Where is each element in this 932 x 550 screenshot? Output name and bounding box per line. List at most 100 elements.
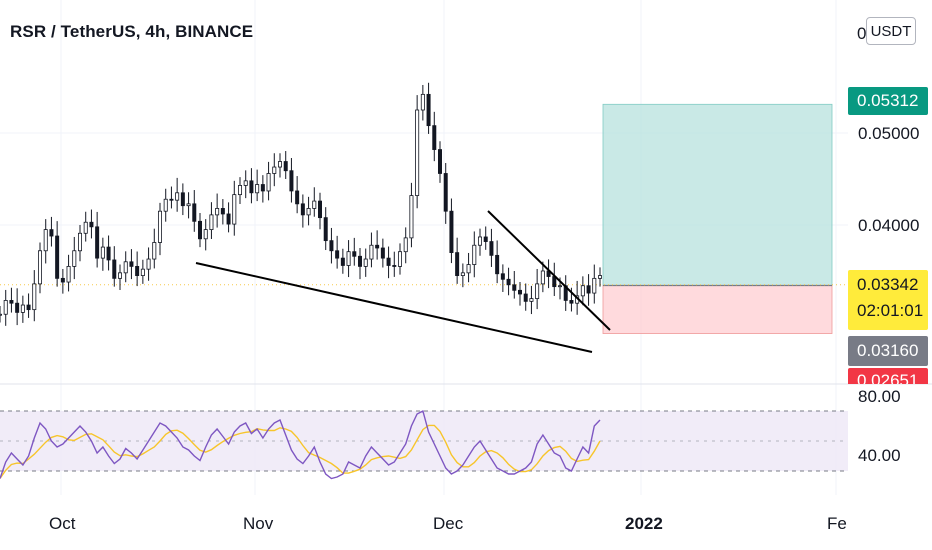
candle-body	[66, 265, 71, 283]
candle-body	[186, 203, 191, 207]
candle-body	[357, 255, 362, 267]
candle-body	[392, 265, 397, 267]
currency-button[interactable]: USDT	[866, 17, 916, 45]
candle-body	[443, 173, 448, 212]
price-tick: 0.04000	[858, 216, 920, 235]
price-axis-top-label: 0	[857, 24, 867, 43]
candle-body	[449, 210, 454, 253]
candle-body	[420, 93, 425, 111]
candle-body	[352, 251, 357, 257]
candle-body	[232, 194, 237, 225]
candle-body	[38, 250, 43, 285]
time-tick: 2022	[625, 514, 663, 533]
candle-body	[317, 200, 322, 219]
candle-body	[466, 264, 471, 274]
candle-body	[455, 252, 460, 277]
candle-body	[540, 270, 545, 285]
candle-body	[558, 285, 563, 288]
resistance-trendline	[487, 210, 611, 331]
last-price-value: 0.03342	[857, 275, 919, 294]
candle-body	[78, 232, 83, 252]
candle-body	[43, 229, 48, 252]
candle-body	[523, 293, 528, 302]
candle-body	[306, 208, 311, 216]
candle-body	[295, 190, 300, 205]
candle-body	[157, 210, 162, 243]
candle-body	[175, 192, 180, 201]
candle-body	[95, 226, 100, 259]
rsi-line	[0, 409, 601, 480]
candle-body	[283, 161, 288, 172]
time-tick: Fe	[827, 514, 847, 533]
candle-body	[49, 229, 54, 237]
candle-body	[260, 184, 265, 192]
candle-body	[277, 161, 282, 168]
rsi-upper-band-label: 80.00	[858, 387, 901, 406]
time-tick: Dec	[433, 514, 464, 533]
candle-body	[312, 200, 317, 209]
candle-body	[152, 242, 157, 260]
candle-body	[426, 93, 431, 127]
time-tick: Oct	[49, 514, 76, 533]
candle-body	[169, 198, 174, 201]
rsi-ma-line	[0, 424, 601, 479]
candle-body	[215, 208, 220, 216]
candle-body	[15, 302, 20, 313]
candle-body	[495, 254, 500, 275]
candle-body	[266, 173, 271, 192]
candle-body	[106, 246, 111, 261]
candle-body	[415, 109, 420, 196]
candle-body	[163, 198, 168, 212]
candle-body	[506, 278, 511, 286]
candle-body	[289, 170, 294, 192]
candle-body	[146, 258, 151, 270]
candle-body	[192, 203, 197, 222]
candle-body	[100, 246, 105, 259]
candle-body	[598, 275, 603, 279]
candle-body	[375, 244, 380, 249]
candle-body	[20, 304, 25, 313]
symbol-title: RSR / TetherUS, 4h, BINANCE	[10, 22, 254, 41]
candle-body	[432, 125, 437, 150]
profit-zone	[602, 103, 833, 286]
candle-body	[300, 203, 305, 216]
candle-body	[512, 284, 517, 291]
candle-body	[437, 149, 442, 174]
candle-body	[237, 185, 242, 196]
candle-body	[243, 180, 248, 186]
stop-loss-tag-clip: 0.02651	[848, 368, 928, 384]
candle-body	[477, 236, 482, 246]
candle-body	[529, 298, 534, 302]
candle-body	[518, 289, 523, 295]
candle-body	[272, 166, 277, 174]
candlestick-series	[0, 82, 603, 326]
candle-body	[89, 221, 94, 228]
candle-body	[580, 285, 585, 297]
price-tick: 0.05000	[858, 124, 920, 143]
candle-body	[135, 265, 140, 276]
candle-body	[403, 237, 408, 253]
candle-body	[255, 184, 260, 194]
candle-body	[369, 244, 374, 260]
support-trendline	[195, 262, 593, 353]
candle-body	[118, 272, 123, 279]
rsi-lower-band-label: 40.00	[858, 446, 901, 465]
candle-body	[112, 259, 117, 279]
candle-body	[72, 250, 77, 267]
candle-body	[592, 277, 597, 294]
candle-body	[32, 283, 37, 311]
candle-body	[323, 217, 328, 242]
candle-body	[60, 277, 65, 283]
candle-body	[397, 251, 402, 267]
candle-body	[340, 257, 345, 266]
candle-body	[386, 257, 391, 266]
candle-body	[83, 221, 88, 234]
bar-countdown: 02:01:01	[857, 301, 924, 320]
candle-body	[329, 240, 334, 252]
stop-loss-price-tag: 0.02651	[848, 368, 928, 384]
candle-body	[0, 313, 3, 316]
candle-body	[140, 268, 145, 277]
candle-body	[500, 273, 505, 280]
